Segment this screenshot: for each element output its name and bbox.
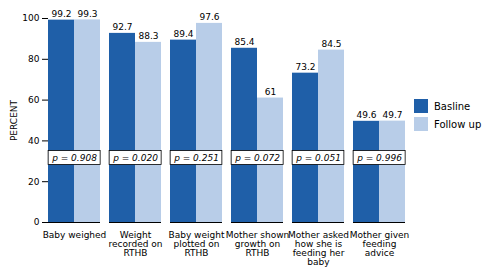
svg-text:Baby weighed: Baby weighed: [43, 230, 107, 240]
svg-text:99.2: 99.2: [51, 9, 71, 19]
svg-text:85.4: 85.4: [234, 37, 254, 47]
svg-text:PERCENT: PERCENT: [9, 99, 19, 141]
html-text:Follow up: Follow up: [434, 118, 482, 130]
svg-text:Weightrecorded onRTHB: Weightrecorded onRTHB: [108, 230, 162, 258]
svg-text:p = 0.996: p = 0.996: [356, 153, 402, 163]
svg-text:p = 0.020: p = 0.020: [112, 153, 158, 163]
svg-text:84.5: 84.5: [321, 39, 341, 49]
svg-text:p = 0.908: p = 0.908: [51, 153, 97, 163]
svg-text:80: 80: [28, 54, 40, 64]
svg-text:0: 0: [34, 217, 40, 227]
svg-text:Mother showngrowth onRTHB: Mother showngrowth onRTHB: [226, 230, 290, 258]
svg-text:92.7: 92.7: [112, 22, 132, 32]
svg-text:88.3: 88.3: [138, 31, 158, 41]
svg-text:Baby weightplotted onRTHB: Baby weightplotted onRTHB: [169, 230, 225, 258]
svg-text:p = 0.251: p = 0.251: [173, 153, 219, 163]
svg-text:40: 40: [28, 136, 40, 146]
svg-text:Mother givenfeedingadvice: Mother givenfeedingadvice: [350, 230, 409, 258]
svg-text:99.3: 99.3: [77, 9, 97, 19]
html-text:Basline: Basline: [434, 100, 471, 112]
svg-text:60: 60: [28, 95, 40, 105]
svg-text:73.2: 73.2: [295, 62, 315, 72]
svg-text:89.4: 89.4: [173, 29, 193, 39]
svg-text:49.6: 49.6: [356, 110, 376, 120]
svg-text:100: 100: [22, 13, 39, 23]
svg-text:p = 0.072: p = 0.072: [234, 153, 280, 163]
svg-text:20: 20: [28, 177, 40, 187]
svg-text:Mother askedhow she isfeeding: Mother askedhow she isfeeding herbaby: [288, 230, 349, 267]
svg-text:61: 61: [265, 87, 276, 97]
svg-text:49.7: 49.7: [382, 110, 402, 120]
svg-text:97.6: 97.6: [199, 12, 219, 22]
svg-text:p = 0.051: p = 0.051: [295, 153, 341, 163]
